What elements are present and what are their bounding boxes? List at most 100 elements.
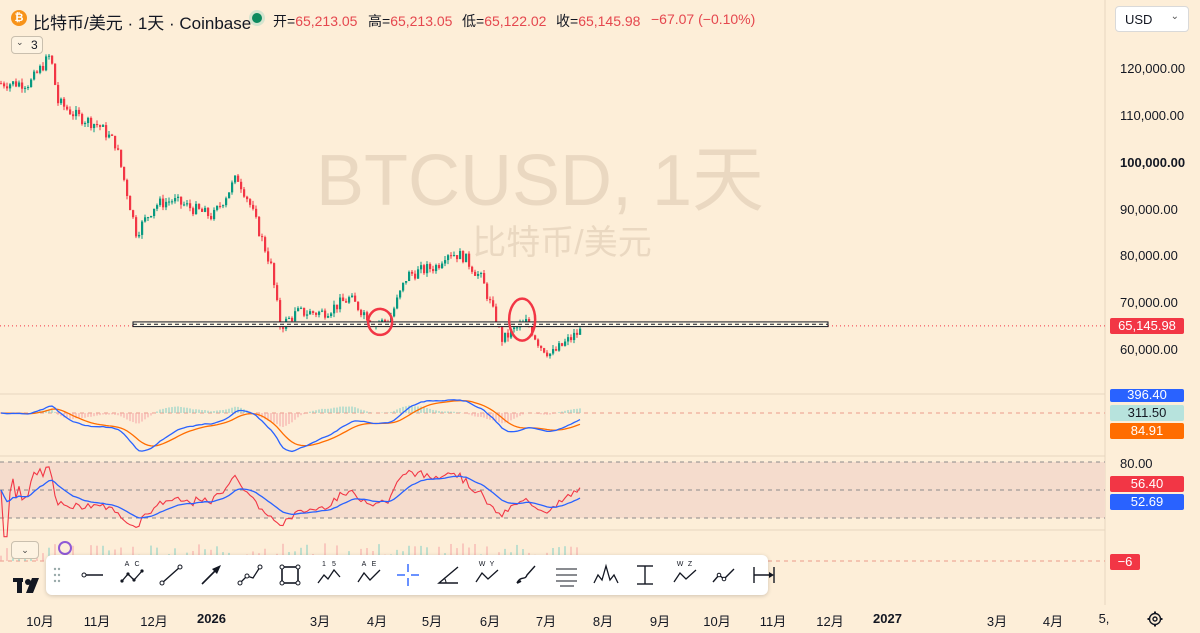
candle-body [75,109,78,117]
angle-tool-icon[interactable] [434,561,462,589]
candle-body [543,348,546,353]
drag-handle-icon[interactable] [53,567,61,583]
time-axis-label: 11月 [83,614,111,629]
symbol-title[interactable]: 比特币/美元 · 1天 · Coinbase [33,14,252,33]
candle-body [444,260,447,264]
time-axis-label: 5, [1098,611,1110,626]
candle-body [177,196,180,199]
time-axis-label: 6月 [479,614,501,629]
head-shoulders-tool-icon[interactable] [592,561,620,589]
macd-histogram-bar [48,409,50,413]
currency-select[interactable]: USD ⌄ [1115,6,1189,32]
macd-histogram-bar [156,411,158,413]
macd-histogram-bar [483,413,485,418]
candle-body [360,309,363,316]
volume-bar [426,547,428,561]
candle-body [501,326,504,342]
tradingview-logo[interactable] [12,575,44,595]
anchored-tool-icon[interactable] [631,561,659,589]
watermark-symbol: BTCUSD, 1天 [316,141,764,221]
candle-body [357,301,360,310]
candle-body [396,297,399,309]
chevron-down-icon[interactable]: ⌄ [11,541,39,559]
price-axis-label: 90,000.00 [1120,201,1178,217]
trend-line-tool-icon[interactable] [157,561,185,589]
settings-gear-icon[interactable] [1147,611,1163,627]
path-tool-icon[interactable] [236,561,264,589]
macd-hist-value-tag: 311.50 [1110,405,1184,421]
volume-bar [198,544,200,561]
volume-bar [174,548,176,561]
macd-histogram-bar [429,408,431,413]
macd-histogram-bar [402,406,404,413]
candle-body [156,205,159,209]
macd-histogram-bar [75,413,77,419]
macd-histogram-bar [540,413,542,415]
macd-histogram-bar [186,407,188,413]
ohlc-low: 低=65,122.02 [462,13,547,29]
volume-bar [468,547,470,561]
volume-bar [216,546,218,561]
volume-bar [48,547,50,561]
candle-body [561,343,564,346]
candle-body [198,203,201,209]
volume-bar [558,547,560,561]
macd-histogram-bar [339,406,341,413]
forecast-tool-icon[interactable] [710,561,738,589]
volume-bar [420,545,422,561]
macd-histogram-bar [369,412,371,413]
svg-text:C: C [134,561,139,568]
candle-body [537,339,540,346]
macd-histogram-bar [87,413,89,417]
macd-histogram-bar [138,413,140,424]
macd-histogram-bar [546,413,548,415]
macd-histogram [3,405,581,428]
macd-histogram-bar [93,413,95,417]
macd-histogram-bar [264,413,266,420]
candle-body [297,308,300,312]
candle-body [564,341,567,346]
macd-histogram-bar [447,411,449,413]
candle-body [546,352,549,357]
macd-histogram-bar [366,411,368,413]
date-range-tool-icon[interactable] [750,561,778,589]
macd-histogram-bar [84,413,86,418]
candle-body [333,304,336,314]
candle-body [408,271,411,281]
macd-histogram-bar [330,408,332,413]
candle-body [336,304,339,310]
macd-histogram-bar [492,413,494,421]
volume-bar [0,555,2,561]
macd-histogram-bar [579,408,581,413]
horizontal-ray-tool-icon[interactable] [78,561,106,589]
brush-tool-icon[interactable] [513,561,541,589]
macd-histogram-bar [189,408,191,413]
macd-histogram-bar [561,411,563,413]
candle-body [513,327,516,330]
indicator-toggle-button[interactable]: ⌄ 3 [11,36,43,54]
rsi-ma-line [0,475,581,519]
macd-histogram-bar [363,410,365,413]
candle-body [90,117,93,129]
candle-body [549,353,552,357]
candle-body [462,250,465,263]
candle-body [84,123,87,125]
fib-channel-tool-icon[interactable] [552,561,580,589]
current-price-tag: 65,145.98 [1110,318,1184,334]
market-status-icon [252,13,262,23]
candle-body [66,106,69,110]
ohlc-high: 高=65,213.05 [368,13,453,29]
crosshair-tool-icon[interactable] [394,561,422,589]
arrow-tool-icon[interactable] [197,561,225,589]
macd-histogram-bar [234,406,236,413]
price-axis-label: 100,000.00 [1120,154,1186,170]
rectangle-tool-icon[interactable] [276,561,304,589]
refresh-icon[interactable] [58,541,72,555]
macd-histogram-bar [237,406,239,413]
